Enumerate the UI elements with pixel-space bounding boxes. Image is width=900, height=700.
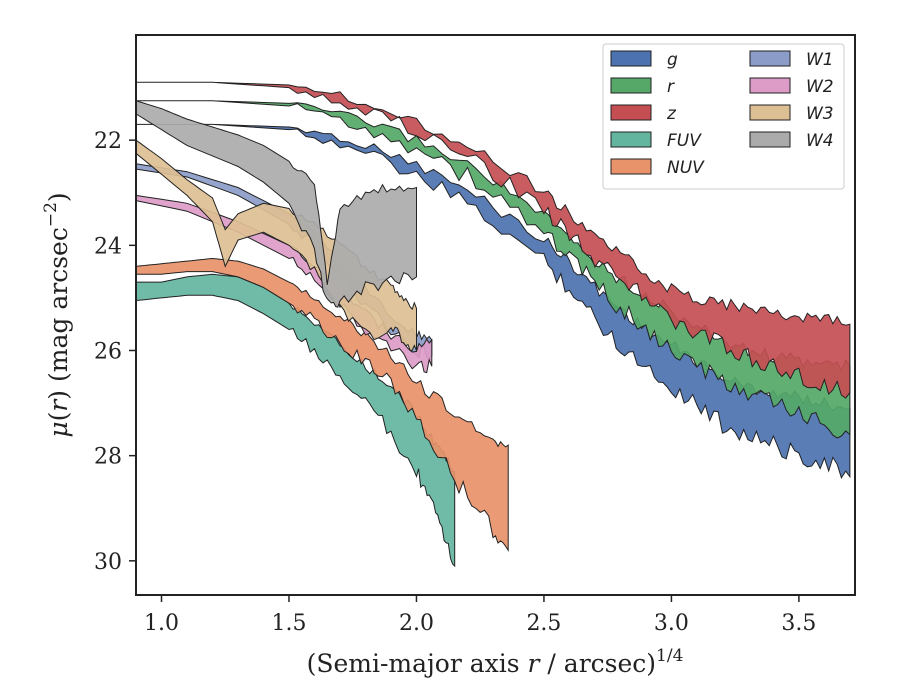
x-tick-label: 2.5	[526, 611, 561, 636]
x-tick-label: 1.0	[144, 611, 179, 636]
plot-frame	[135, 34, 856, 596]
legend-label-w2: W2	[806, 77, 834, 97]
legend-swatch-fuv	[610, 131, 652, 148]
y-label-sup: −2	[41, 202, 61, 227]
legend-swatch-r	[610, 77, 652, 94]
band-r	[136, 100, 851, 439]
y-label-unit: (mag arcsec	[44, 227, 73, 390]
x-label-main: (Semi-major axis	[307, 649, 528, 678]
legend-label-nuv: NUV	[667, 158, 705, 178]
legend-label-fuv: FUV	[667, 131, 702, 151]
legend-label-w3: W3	[806, 104, 834, 124]
band-g	[136, 123, 851, 479]
x-tick-label: 3.5	[781, 611, 816, 636]
x-axis-label: (Semi-major axis r / arcsec)1/4	[307, 646, 684, 678]
y-axis-label: μ(r) (mag arcsec−2)	[41, 192, 73, 437]
x-label-var: r	[528, 649, 542, 678]
legend-swatch-w4	[749, 131, 791, 148]
legend-swatch-g	[610, 50, 652, 67]
legend-label-r: r	[667, 77, 675, 97]
legend-swatch-w3	[749, 104, 791, 121]
y-label-var: r	[44, 398, 73, 412]
legend-swatch-w2	[749, 77, 791, 94]
x-axis: 1.0 1.5 2.0 2.5 3.0 3.5	[144, 595, 816, 636]
band-w4	[136, 100, 417, 308]
legend-label-w1: W1	[806, 50, 834, 70]
legend-swatch-z	[610, 104, 652, 121]
band-z	[136, 81, 851, 399]
y-label-close: )	[44, 390, 73, 400]
profile-bands	[136, 81, 851, 568]
y-label-end: )	[44, 192, 73, 202]
y-label-open: (	[44, 412, 73, 422]
legend-swatch-w1	[749, 50, 791, 67]
legend-label-w4: W4	[806, 131, 834, 151]
x-label-sup: 1/4	[656, 646, 683, 666]
x-label-rest: / arcsec)	[539, 649, 656, 678]
y-tick-label: 22	[94, 129, 122, 154]
x-tick-label: 3.0	[654, 611, 689, 636]
y-tick-label: 26	[94, 339, 122, 364]
legend-swatch-nuv	[610, 158, 652, 175]
legend: grz FUV NUV W1 W2 W3 W4	[602, 43, 845, 190]
y-tick-label: 28	[94, 445, 122, 470]
y-tick-label: 24	[94, 234, 122, 259]
y-tick-label: 30	[94, 550, 122, 575]
x-tick-label: 1.5	[271, 611, 306, 636]
legend-label-g: g	[667, 50, 678, 70]
x-tick-label: 2.0	[399, 611, 434, 636]
y-axis: 22 24 26 28 30	[94, 129, 136, 575]
y-label-mu: μ	[44, 421, 73, 437]
legend-label-z: z	[666, 104, 677, 124]
band-nuv	[136, 257, 509, 553]
